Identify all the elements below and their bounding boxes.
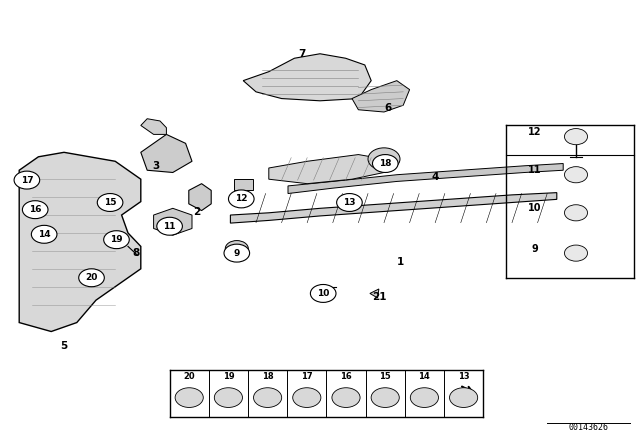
Text: 19: 19 bbox=[223, 372, 234, 381]
Text: 7: 7 bbox=[298, 49, 306, 59]
Circle shape bbox=[225, 241, 248, 257]
Text: 17: 17 bbox=[20, 176, 33, 185]
Circle shape bbox=[214, 388, 243, 408]
Polygon shape bbox=[370, 289, 379, 298]
Text: 15: 15 bbox=[380, 372, 391, 381]
Text: 00143626: 00143626 bbox=[569, 423, 609, 432]
Circle shape bbox=[449, 388, 477, 408]
Text: 15: 15 bbox=[104, 198, 116, 207]
Circle shape bbox=[332, 388, 360, 408]
Circle shape bbox=[253, 388, 282, 408]
Bar bbox=[234, 179, 253, 190]
Circle shape bbox=[292, 388, 321, 408]
Text: 14: 14 bbox=[419, 372, 430, 381]
Circle shape bbox=[157, 217, 182, 235]
PathPatch shape bbox=[352, 81, 410, 112]
PathPatch shape bbox=[141, 119, 166, 134]
Text: 1: 1 bbox=[396, 257, 404, 267]
Text: 11: 11 bbox=[163, 222, 176, 231]
Circle shape bbox=[564, 129, 588, 145]
Circle shape bbox=[372, 155, 398, 172]
Circle shape bbox=[31, 225, 57, 243]
Circle shape bbox=[224, 244, 250, 262]
Text: 19: 19 bbox=[110, 235, 123, 244]
Text: 12: 12 bbox=[235, 194, 248, 203]
Text: 8: 8 bbox=[132, 248, 140, 258]
Circle shape bbox=[79, 269, 104, 287]
Text: 16: 16 bbox=[29, 205, 42, 214]
PathPatch shape bbox=[288, 164, 563, 194]
PathPatch shape bbox=[243, 54, 371, 101]
Text: 9: 9 bbox=[234, 249, 240, 258]
Circle shape bbox=[371, 388, 399, 408]
Text: 12: 12 bbox=[527, 127, 541, 137]
PathPatch shape bbox=[189, 184, 211, 211]
Text: 10: 10 bbox=[317, 289, 330, 298]
Circle shape bbox=[175, 388, 204, 408]
Circle shape bbox=[97, 194, 123, 211]
Text: 13: 13 bbox=[343, 198, 356, 207]
Text: 6: 6 bbox=[385, 103, 392, 112]
Text: 3: 3 bbox=[152, 161, 159, 171]
Circle shape bbox=[228, 190, 254, 208]
Text: 10: 10 bbox=[527, 203, 541, 213]
Text: 16: 16 bbox=[340, 372, 352, 381]
Text: 20: 20 bbox=[85, 273, 98, 282]
Circle shape bbox=[368, 148, 400, 170]
Text: 11: 11 bbox=[527, 165, 541, 175]
Text: 9: 9 bbox=[531, 244, 538, 254]
Text: 14: 14 bbox=[38, 230, 51, 239]
Text: 4: 4 bbox=[431, 172, 439, 182]
PathPatch shape bbox=[230, 193, 557, 223]
Text: 17: 17 bbox=[301, 372, 312, 381]
Text: 20: 20 bbox=[184, 372, 195, 381]
Circle shape bbox=[337, 194, 362, 211]
Text: 18: 18 bbox=[379, 159, 392, 168]
Circle shape bbox=[22, 201, 48, 219]
Text: 18: 18 bbox=[262, 372, 273, 381]
PathPatch shape bbox=[154, 208, 192, 235]
PathPatch shape bbox=[269, 155, 384, 184]
PathPatch shape bbox=[19, 152, 141, 332]
Circle shape bbox=[310, 284, 336, 302]
Circle shape bbox=[410, 388, 438, 408]
Circle shape bbox=[104, 231, 129, 249]
Circle shape bbox=[564, 167, 588, 183]
PathPatch shape bbox=[141, 134, 192, 172]
Text: 5: 5 bbox=[60, 341, 68, 351]
Circle shape bbox=[564, 245, 588, 261]
Text: 21: 21 bbox=[372, 292, 387, 302]
Text: 13: 13 bbox=[458, 372, 469, 381]
Text: 2: 2 bbox=[193, 207, 201, 217]
Circle shape bbox=[564, 205, 588, 221]
Circle shape bbox=[14, 171, 40, 189]
